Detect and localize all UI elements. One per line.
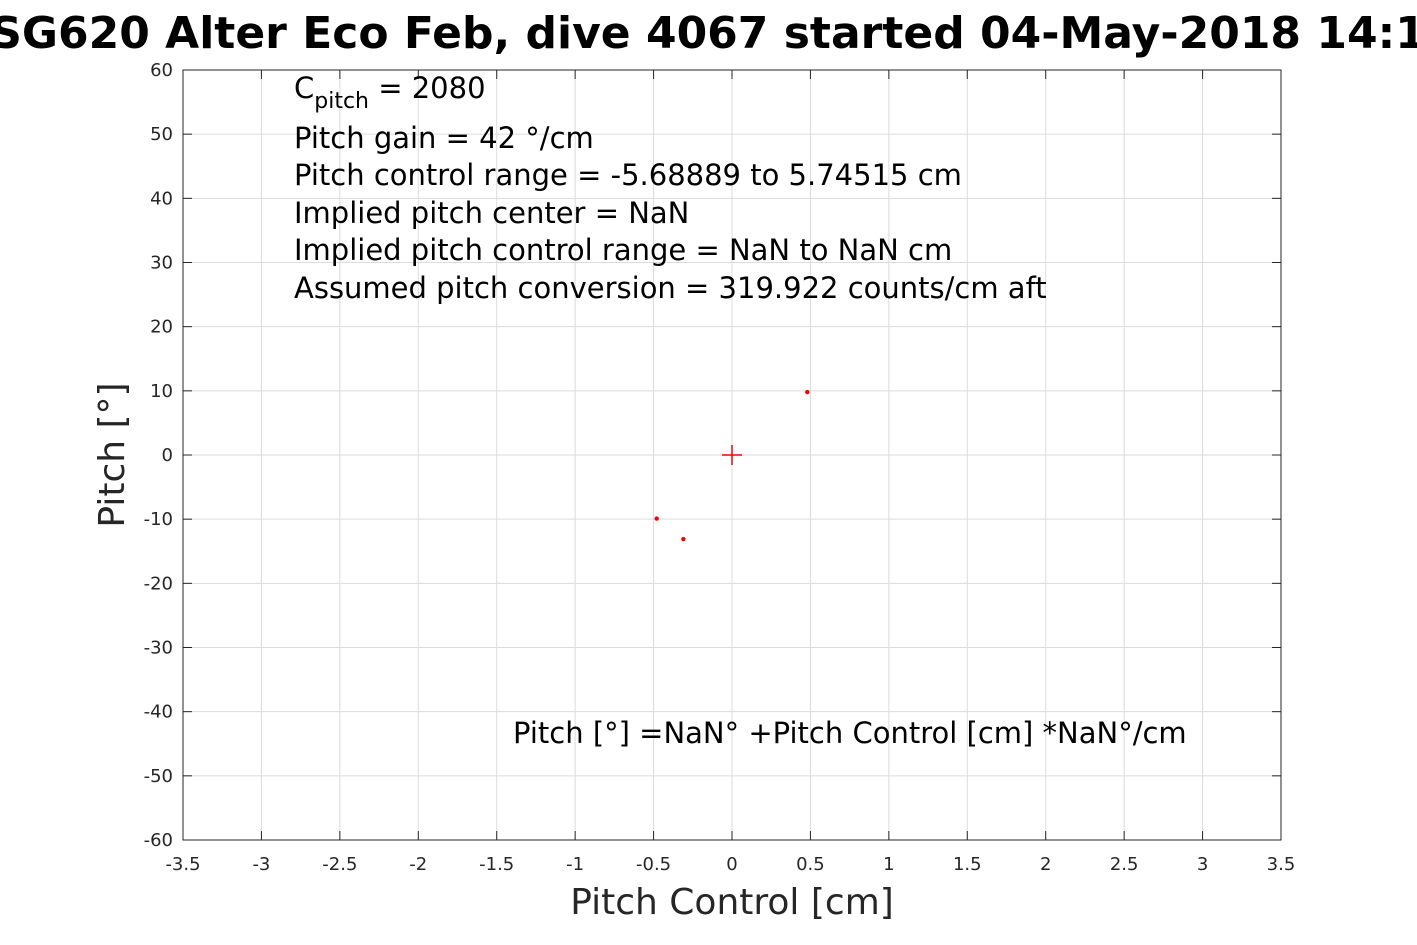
data-point <box>654 516 659 521</box>
chart-title: SG620 Alter Eco Feb, dive 4067 started 0… <box>0 8 1417 59</box>
control-range-annotation: Pitch control range = -5.68889 to 5.7451… <box>294 158 962 192</box>
y-tick-label: 0 <box>162 445 173 466</box>
fit-equation-annotation: Pitch [°] =NaN° +Pitch Control [cm] *NaN… <box>513 716 1187 750</box>
c-pitch-subscript: pitch <box>314 89 369 114</box>
x-tick-label: 3.5 <box>1267 854 1296 875</box>
x-tick-label: -3 <box>252 854 270 875</box>
y-tick-label: -60 <box>144 830 173 851</box>
x-tick-label: 1.5 <box>953 854 982 875</box>
x-axis-label: Pitch Control [cm] <box>570 882 894 923</box>
c-pitch-symbol: C <box>294 71 314 105</box>
x-tick-labels: -3.5 -3 -2.5 -2 -1.5 -1 -0.5 0 0.5 1 1.5 2 2.5 3 3.5 <box>165 854 1295 875</box>
x-tick-label: -2 <box>409 854 427 875</box>
pitch-gain-annotation: Pitch gain = 42 °/cm <box>294 121 594 155</box>
x-tick-label: -1 <box>566 854 584 875</box>
implied-center-annotation: Implied pitch center = NaN <box>294 196 689 230</box>
y-tick-label: 60 <box>150 60 173 81</box>
y-axis-label: Pitch [°] <box>92 382 133 527</box>
x-tick-label: 1 <box>883 854 894 875</box>
y-tick-label: -40 <box>144 702 173 723</box>
center-plus-marker <box>722 445 742 465</box>
y-tick-label: 20 <box>150 317 173 338</box>
y-tick-label: -20 <box>144 573 173 594</box>
c-pitch-value: = 2080 <box>369 71 486 105</box>
x-tick-label: -3.5 <box>165 854 200 875</box>
x-tick-label: 2 <box>1040 854 1051 875</box>
data-point <box>805 389 810 395</box>
x-tick-label: 0.5 <box>796 854 825 875</box>
y-tick-label: -30 <box>144 638 173 659</box>
y-tick-label: 50 <box>150 124 173 145</box>
ticks <box>182 69 1282 841</box>
x-tick-label: 0 <box>726 854 737 875</box>
x-tick-label: -1.5 <box>479 854 514 875</box>
y-tick-label: 30 <box>150 253 173 274</box>
x-tick-label: -0.5 <box>636 854 671 875</box>
y-tick-label: 40 <box>150 188 173 209</box>
implied-range-annotation: Implied pitch control range = NaN to NaN… <box>294 233 952 267</box>
y-tick-label: 10 <box>150 381 173 402</box>
c-pitch-annotation: Cpitch = 2080 <box>294 71 486 114</box>
y-tick-labels: 60 50 40 30 20 10 0 -10 -20 -30 -40 -50 -60 <box>144 60 173 851</box>
x-tick-label: -2.5 <box>322 854 357 875</box>
y-tick-label: -50 <box>144 766 173 787</box>
x-tick-label: 2.5 <box>1110 854 1139 875</box>
data-point <box>681 536 686 542</box>
conversion-annotation: Assumed pitch conversion = 319.922 count… <box>294 271 1047 305</box>
data-marks <box>654 389 810 542</box>
y-tick-label: -10 <box>144 509 173 530</box>
x-tick-label: 3 <box>1197 854 1208 875</box>
